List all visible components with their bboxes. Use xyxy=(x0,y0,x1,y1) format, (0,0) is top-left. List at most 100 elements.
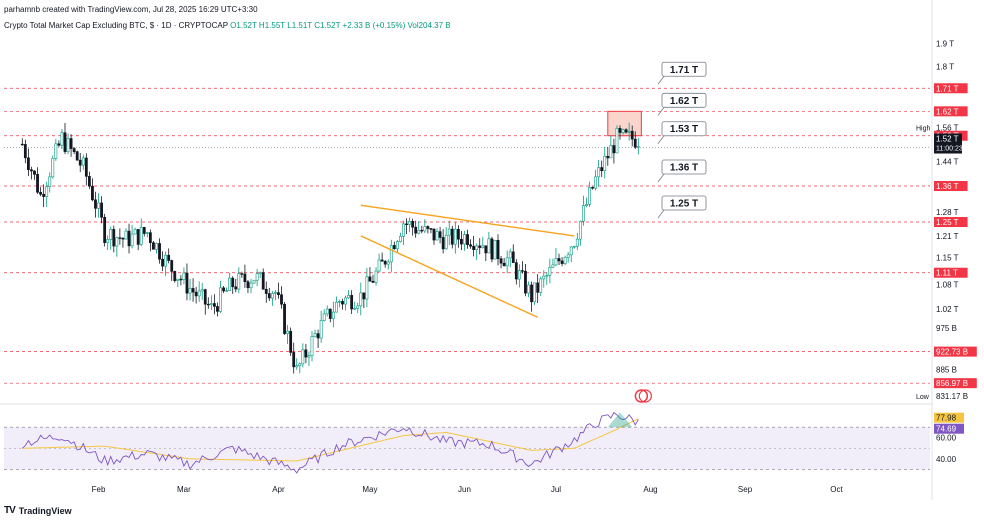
candle-down xyxy=(511,251,515,263)
candle-up xyxy=(377,259,381,272)
candle-down xyxy=(185,272,189,294)
x-axis-tick: Oct xyxy=(830,485,843,494)
x-axis-tick: Feb xyxy=(92,485,106,494)
candle-up xyxy=(356,305,360,309)
candle-down xyxy=(216,306,219,312)
candle-down xyxy=(405,223,408,225)
candle-down xyxy=(63,132,67,152)
candle-up xyxy=(188,288,192,294)
candle-up xyxy=(533,282,537,303)
candle-down xyxy=(368,276,372,282)
candle-down xyxy=(39,191,42,195)
rsi-ma-tag-label: 77.98 xyxy=(936,414,957,423)
rsi-band xyxy=(4,427,930,470)
candle-up xyxy=(527,284,530,294)
candle-up xyxy=(508,251,512,259)
candle-up xyxy=(344,297,347,305)
candle-down xyxy=(118,237,122,239)
candle-down xyxy=(630,130,634,140)
x-axis-tick: Apr xyxy=(272,485,285,494)
candle-up xyxy=(423,226,427,232)
candle-down xyxy=(591,187,594,189)
candle-down xyxy=(234,286,238,290)
candle-down xyxy=(127,230,131,247)
x-axis-tick: Jul xyxy=(551,485,561,494)
candle-down xyxy=(78,159,82,166)
candle-down xyxy=(222,287,225,292)
candle-down xyxy=(84,157,88,177)
candle-up xyxy=(389,245,393,263)
candle-up xyxy=(81,157,85,166)
candle-down xyxy=(530,284,533,303)
candle-up xyxy=(353,308,357,310)
levels-group: 1.71 T 1.62 T 1.53 T 1.36 T 1.25 T 1.11 T 922.… xyxy=(4,83,977,389)
tradingview-footer[interactable]: TV TradingView xyxy=(4,505,72,516)
x-axis-tick: Sep xyxy=(738,485,753,494)
candle-up xyxy=(453,229,457,245)
callout-label: 1.36 T xyxy=(670,163,698,174)
candle-up xyxy=(627,130,631,133)
candle-down xyxy=(91,185,94,201)
candle-up xyxy=(569,246,573,256)
level-tag-label: 856.97 B xyxy=(936,379,968,388)
candle-up xyxy=(252,279,256,284)
candle-down xyxy=(341,301,344,305)
candle-up xyxy=(572,246,576,248)
candle-down xyxy=(243,273,247,283)
rsi-overbought-fill xyxy=(607,412,633,428)
candle-down xyxy=(246,281,250,289)
callout-pointer xyxy=(657,173,665,183)
price-axis-tick: 1.02 T xyxy=(936,305,959,314)
event-flag-icon xyxy=(634,389,649,403)
candle-down xyxy=(261,272,265,290)
candle-up xyxy=(97,202,100,209)
candle-up xyxy=(444,234,448,250)
high-marker-label: High xyxy=(916,125,931,132)
candle-down xyxy=(42,193,46,197)
candle-up xyxy=(566,254,570,258)
candle-up xyxy=(298,363,302,367)
candle-up xyxy=(402,223,405,237)
candle-down xyxy=(94,199,97,209)
candle-up xyxy=(45,186,49,197)
candle-up xyxy=(54,143,58,159)
candle-down xyxy=(441,237,445,250)
price-axis-tick: 1.08 T xyxy=(936,280,959,289)
candle-down xyxy=(69,138,73,149)
candle-up xyxy=(539,278,543,293)
candle-down xyxy=(618,128,622,133)
level-tag xyxy=(934,378,977,389)
candle-up xyxy=(115,237,119,247)
supply-zone xyxy=(607,110,642,137)
candle-up xyxy=(447,228,451,236)
candle-up xyxy=(399,235,402,242)
candle-down xyxy=(277,292,280,296)
candle-up xyxy=(307,355,311,358)
candle-down xyxy=(557,258,561,262)
candle-up xyxy=(155,243,158,250)
candle-up xyxy=(176,278,180,281)
candle-up xyxy=(463,234,466,245)
candle-up xyxy=(313,333,317,337)
callout-box xyxy=(661,92,707,108)
candle-down xyxy=(289,330,293,353)
callout-box xyxy=(661,121,707,137)
candle-up xyxy=(301,349,305,365)
candle-down xyxy=(524,270,527,294)
candles-group xyxy=(20,122,640,374)
candle-down xyxy=(121,238,125,240)
callout-pointer xyxy=(657,209,665,219)
tradingview-logo-icon: TV xyxy=(4,505,16,516)
candle-up xyxy=(225,290,229,292)
candle-up xyxy=(609,145,613,159)
price-axis-tick: 1.56 T xyxy=(936,123,959,132)
candle-down xyxy=(392,245,396,250)
candle-down xyxy=(280,294,283,305)
candle-down xyxy=(432,228,436,241)
candle-down xyxy=(142,227,146,234)
candle-up xyxy=(270,293,274,299)
rsi-axis-tick: 40.00 xyxy=(936,455,957,464)
candle-up xyxy=(408,221,411,225)
candle-up xyxy=(603,155,607,171)
